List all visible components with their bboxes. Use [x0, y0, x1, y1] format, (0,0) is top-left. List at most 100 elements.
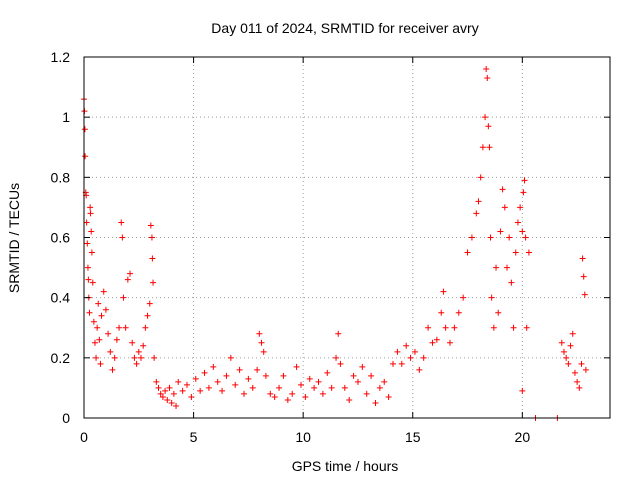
- data-point: [525, 249, 532, 256]
- data-point: [407, 354, 414, 361]
- data-point: [433, 336, 440, 343]
- data-point: [315, 378, 322, 385]
- data-point: [521, 177, 528, 184]
- data-point: [385, 393, 392, 400]
- data-point: [184, 381, 191, 388]
- data-point: [142, 324, 149, 331]
- data-point: [497, 228, 504, 235]
- data-point: [87, 204, 94, 211]
- data-point: [87, 210, 94, 217]
- data-point: [440, 288, 447, 295]
- data-point: [483, 66, 490, 73]
- y-tick-label: 1.2: [51, 49, 71, 65]
- data-point: [558, 339, 565, 346]
- data-point: [82, 153, 89, 160]
- data-point: [81, 126, 88, 133]
- data-point: [381, 378, 388, 385]
- data-point: [116, 324, 123, 331]
- x-tick-label: 10: [295, 429, 311, 445]
- data-point: [508, 279, 515, 286]
- data-point: [319, 390, 326, 397]
- x-tick-label: 5: [190, 429, 198, 445]
- data-point: [271, 393, 278, 400]
- data-point: [519, 387, 526, 394]
- data-point: [214, 378, 221, 385]
- data-point: [95, 300, 102, 307]
- data-point: [429, 339, 436, 346]
- data-point: [335, 330, 342, 337]
- data-point: [168, 399, 175, 406]
- data-point: [297, 381, 304, 388]
- data-point: [582, 366, 589, 373]
- x-tick-label: 20: [515, 429, 531, 445]
- data-point: [346, 396, 353, 403]
- data-point: [468, 234, 475, 241]
- data-point: [306, 375, 313, 382]
- data-point: [503, 264, 510, 271]
- data-point: [232, 381, 239, 388]
- data-point: [460, 294, 467, 301]
- data-point: [411, 348, 418, 355]
- data-point: [245, 375, 252, 382]
- data-point: [119, 234, 126, 241]
- data-point: [337, 360, 344, 367]
- data-point: [512, 249, 519, 256]
- data-point: [149, 255, 156, 262]
- data-point: [499, 186, 506, 193]
- data-point: [311, 384, 318, 391]
- data-point: [262, 372, 269, 379]
- data-point: [363, 390, 370, 397]
- data-point: [486, 144, 493, 151]
- data-point: [289, 390, 296, 397]
- data-point: [479, 144, 486, 151]
- data-point: [520, 189, 527, 196]
- data-point: [96, 336, 103, 343]
- data-point: [487, 234, 494, 241]
- data-point: [188, 393, 195, 400]
- data-point: [420, 354, 427, 361]
- y-tick-label: 0: [62, 410, 70, 426]
- data-point: [517, 204, 524, 211]
- y-tick-label: 0.6: [51, 230, 71, 246]
- data-point: [151, 354, 158, 361]
- data-point: [506, 234, 513, 241]
- data-point: [473, 210, 480, 217]
- data-point: [155, 384, 162, 391]
- data-point: [135, 348, 142, 355]
- data-point: [267, 390, 274, 397]
- data-point: [260, 348, 267, 355]
- data-point: [236, 366, 243, 373]
- data-point: [519, 228, 526, 235]
- data-point: [398, 360, 405, 367]
- data-point: [488, 294, 495, 301]
- data-point: [85, 276, 92, 283]
- axis-ticks: 0 5 10 15 20 0 0.2 0.4 0.6 0.8 1 1.2: [51, 49, 610, 445]
- data-point: [88, 249, 95, 256]
- data-point: [175, 378, 182, 385]
- data-point: [124, 276, 131, 283]
- data-point: [201, 369, 208, 376]
- data-point: [127, 270, 134, 277]
- data-point: [223, 372, 230, 379]
- data-point: [485, 123, 492, 130]
- data-point: [89, 279, 96, 286]
- data-point: [576, 384, 583, 391]
- data-point: [569, 330, 576, 337]
- grid-lines: [84, 57, 610, 418]
- x-tick-label: 15: [405, 429, 421, 445]
- data-point: [240, 390, 247, 397]
- x-tick-label: 0: [80, 429, 88, 445]
- data-point: [205, 384, 212, 391]
- data-point: [563, 354, 570, 361]
- data-point: [390, 360, 397, 367]
- data-point: [113, 336, 120, 343]
- data-point: [354, 378, 361, 385]
- data-point: [495, 309, 502, 316]
- chart-title: Day 011 of 2024, SRMTID for receiver avr…: [211, 20, 478, 36]
- data-point: [83, 219, 90, 226]
- data-point: [148, 234, 155, 241]
- data-point: [579, 255, 586, 262]
- y-tick-label: 1: [62, 109, 70, 125]
- data-point: [302, 393, 309, 400]
- data-point: [249, 384, 256, 391]
